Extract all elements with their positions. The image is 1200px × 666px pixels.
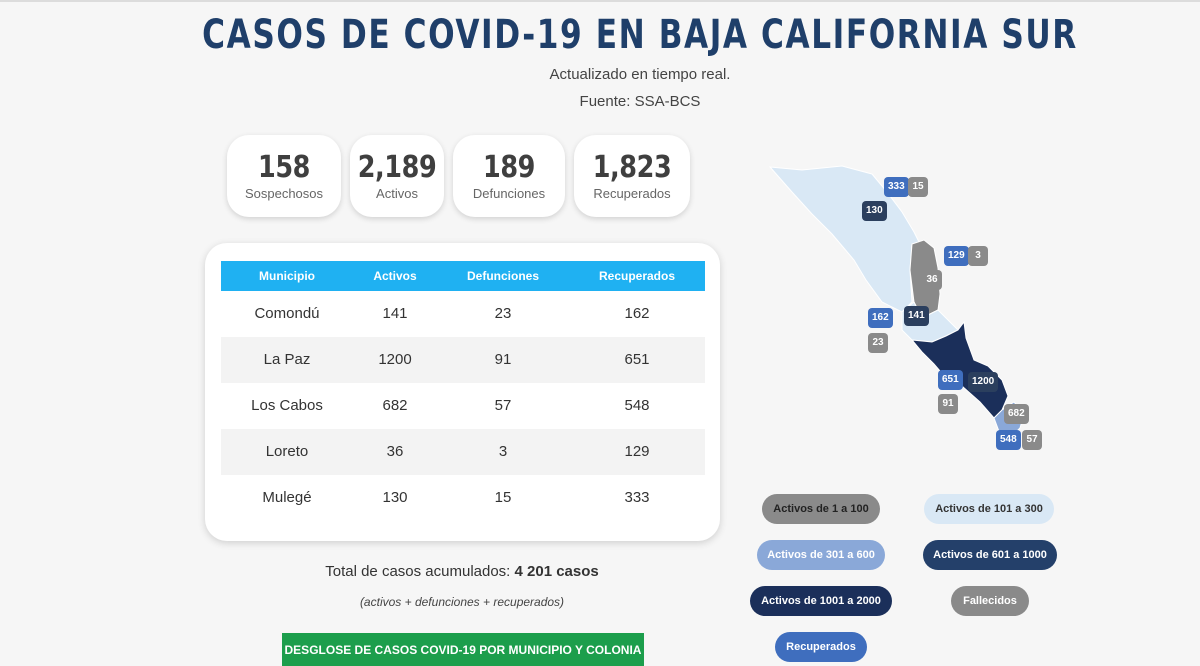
badge-lapaz-defunciones: 91	[938, 394, 958, 414]
badge-comondu-defunciones: 23	[868, 333, 888, 353]
cell-municipio: Los Cabos	[251, 397, 323, 414]
legend-activos-301-600: Activos de 301 a 600	[757, 540, 885, 570]
stat-label: Defunciones	[472, 186, 546, 201]
legend-activos-101-300: Activos de 101 a 300	[924, 494, 1054, 524]
badge-comondu-activos: 141	[904, 306, 929, 326]
stat-value: 189	[483, 150, 535, 185]
badge-loreto-activos: 36	[922, 270, 942, 290]
table-header: Municipio Activos Defunciones Recuperado…	[221, 261, 705, 291]
col-defunciones: Defunciones	[466, 269, 539, 283]
badge-mulege-activos: 130	[862, 201, 887, 221]
badge-comondu-recuperados: 162	[868, 308, 893, 328]
badge-loscabos-recuperados: 548	[996, 430, 1021, 450]
cell-municipio: Mulegé	[262, 489, 312, 506]
badge-lapaz-recuperados: 651	[938, 370, 963, 390]
legend-recuperados: Recuperados	[775, 632, 867, 662]
stat-value: 2,189	[357, 150, 437, 185]
cell-municipio: Loreto	[265, 443, 309, 460]
total-label: Total de casos acumulados:	[325, 563, 511, 580]
legend-activos-601-1000: Activos de 601 a 1000	[923, 540, 1057, 570]
cell-activos: 36	[386, 443, 404, 460]
cell-defunciones: 23	[494, 305, 512, 322]
stat-value: 1,823	[592, 150, 672, 185]
cell-recuperados: 548	[624, 397, 650, 414]
total-formula: (activos + defunciones + recuperados)	[359, 595, 565, 609]
page-title: CASOS DE COVID-19 EN BAJA CALIFORNIA SUR	[202, 12, 1078, 58]
badge-loscabos-activos: 682	[1004, 404, 1029, 424]
stat-card-defunciones: 189 Defunciones	[453, 135, 565, 217]
cell-defunciones: 15	[494, 489, 512, 506]
cell-municipio: Comondú	[254, 305, 320, 322]
municipios-table: Municipio Activos Defunciones Recuperado…	[205, 243, 720, 541]
badge-loreto-recuperados: 129	[944, 246, 969, 266]
legend-fallecidos: Fallecidos	[951, 586, 1029, 616]
cell-recuperados: 162	[624, 305, 650, 322]
total-cases: Total de casos acumulados: 4 201 casos	[282, 563, 642, 580]
update-note: Actualizado en tiempo real.	[549, 66, 731, 83]
stat-label: Sospechosos	[244, 186, 324, 201]
table-row: Los Cabos 682 57 548	[221, 383, 705, 429]
table-row: Loreto 36 3 129	[221, 429, 705, 475]
cell-activos: 1200	[378, 351, 412, 368]
col-activos: Activos	[373, 269, 417, 283]
stat-value: 158	[258, 150, 310, 185]
stat-label: Activos	[376, 186, 418, 201]
cell-recuperados: 129	[624, 443, 650, 460]
badge-loscabos-defunciones: 57	[1022, 430, 1042, 450]
table-row: La Paz 1200 91 651	[221, 337, 705, 383]
badge-mulege-recuperados: 333	[884, 177, 909, 197]
cell-recuperados: 651	[624, 351, 650, 368]
cell-activos: 130	[382, 489, 408, 506]
table-row: Comondú 141 23 162	[221, 291, 705, 337]
cell-municipio: La Paz	[263, 351, 311, 368]
legend-activos-1-100: Activos de 1 a 100	[762, 494, 880, 524]
stat-card-recuperados: 1,823 Recuperados	[574, 135, 690, 217]
stat-label: Recuperados	[593, 186, 671, 201]
col-municipio: Municipio	[259, 269, 315, 283]
legend-activos-1001-2000: Activos de 1001 a 2000	[750, 586, 892, 616]
cell-activos: 682	[382, 397, 408, 414]
badge-lapaz-activos: 1200	[968, 372, 999, 392]
desglose-button[interactable]: DESGLOSE DE CASOS COVID-19 POR MUNICIPIO…	[282, 633, 644, 666]
source-note: Fuente: SSA-BCS	[579, 93, 701, 110]
stat-card-sospechosos: 158 Sospechosos	[227, 135, 341, 217]
cell-defunciones: 57	[494, 397, 512, 414]
total-value: 4 201 casos	[514, 563, 599, 580]
col-recuperados: Recuperados	[598, 269, 676, 283]
cell-defunciones: 3	[498, 443, 508, 460]
badge-loreto-defunciones: 3	[968, 246, 988, 266]
cell-recuperados: 333	[624, 489, 650, 506]
stat-card-activos: 2,189 Activos	[350, 135, 444, 217]
cell-defunciones: 91	[494, 351, 512, 368]
table-row: Mulegé 130 15 333	[221, 475, 705, 521]
cell-activos: 141	[382, 305, 408, 322]
badge-mulege-defunciones: 15	[908, 177, 928, 197]
